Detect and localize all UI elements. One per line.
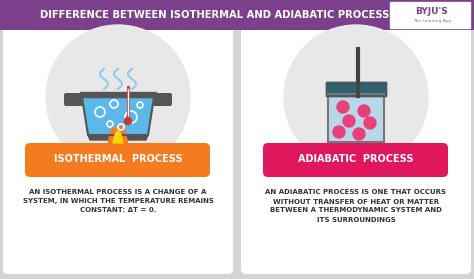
FancyBboxPatch shape	[64, 93, 83, 106]
FancyBboxPatch shape	[25, 143, 210, 177]
Polygon shape	[113, 130, 123, 143]
Polygon shape	[82, 97, 154, 135]
FancyBboxPatch shape	[153, 93, 172, 106]
Bar	[390, 2, 470, 28]
FancyBboxPatch shape	[3, 26, 233, 274]
FancyBboxPatch shape	[263, 143, 448, 177]
Circle shape	[284, 25, 428, 169]
Circle shape	[125, 117, 131, 124]
Circle shape	[358, 105, 370, 117]
Text: The Learning App: The Learning App	[413, 19, 451, 23]
Polygon shape	[88, 135, 148, 140]
Text: DIFFERENCE BETWEEN ISOTHERMAL AND ADIABATIC PROCESS: DIFFERENCE BETWEEN ISOTHERMAL AND ADIABA…	[40, 10, 390, 20]
FancyBboxPatch shape	[241, 26, 471, 274]
Circle shape	[343, 115, 355, 127]
Polygon shape	[80, 92, 156, 97]
Text: AN ISOTHERMAL PROCESS IS A CHANGE OF A
SYSTEM, IN WHICH THE TEMPERATURE REMAINS
: AN ISOTHERMAL PROCESS IS A CHANGE OF A S…	[23, 189, 213, 213]
Circle shape	[364, 117, 376, 129]
Polygon shape	[108, 125, 128, 145]
Bar	[326, 82, 386, 96]
Text: BYJU'S: BYJU'S	[416, 8, 448, 16]
Circle shape	[46, 25, 190, 169]
Text: ADIABATIC  PROCESS: ADIABATIC PROCESS	[298, 154, 414, 164]
Circle shape	[337, 101, 349, 113]
Circle shape	[353, 128, 365, 140]
Text: AN ADIABATIC PROCESS IS ONE THAT OCCURS
WITHOUT TRANSFER OF HEAT OR MATTER
BETWE: AN ADIABATIC PROCESS IS ONE THAT OCCURS …	[265, 189, 447, 222]
Text: ISOTHERMAL  PROCESS: ISOTHERMAL PROCESS	[54, 154, 182, 164]
Circle shape	[333, 126, 345, 138]
Bar	[0, 0, 474, 30]
Bar	[328, 94, 384, 142]
